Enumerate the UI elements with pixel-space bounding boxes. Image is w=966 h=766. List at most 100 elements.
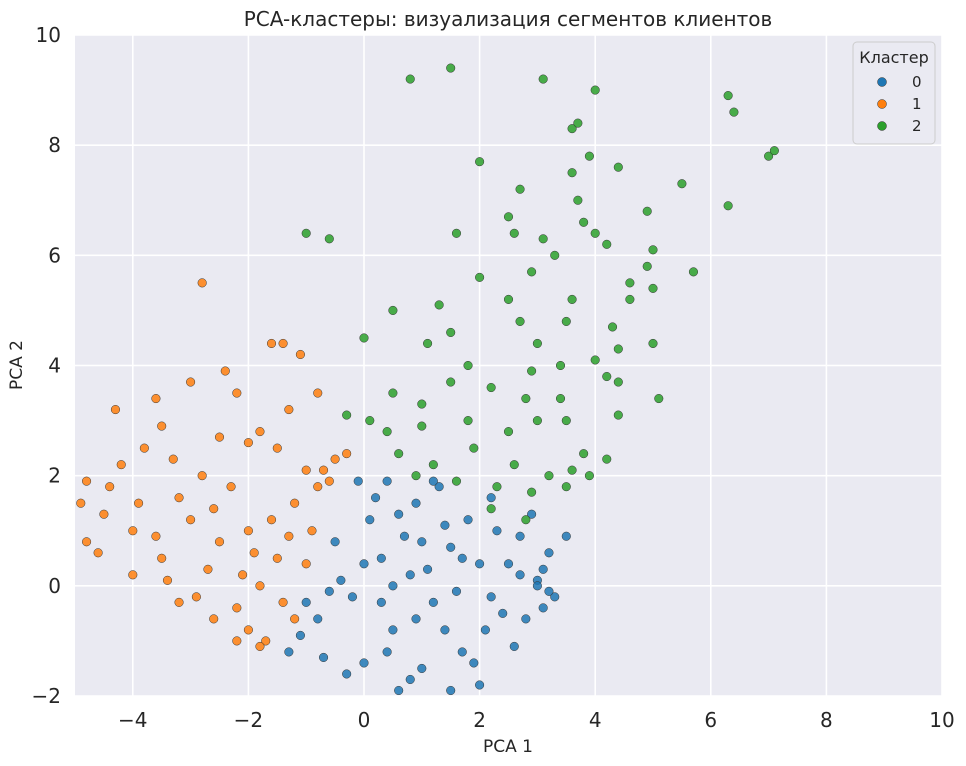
data-point (330, 454, 340, 464)
data-point (134, 498, 144, 508)
data-point (457, 647, 467, 657)
data-point (376, 553, 386, 563)
data-point (451, 476, 462, 486)
series-0 (284, 476, 571, 696)
data-point (613, 377, 623, 387)
data-point (503, 294, 514, 304)
data-point (411, 614, 421, 624)
data-point (561, 316, 571, 326)
y-tick-label: 0 (48, 574, 61, 598)
data-point (174, 597, 184, 607)
data-point (266, 515, 277, 525)
data-point (607, 322, 618, 332)
data-point (527, 487, 537, 497)
data-point (469, 658, 479, 668)
data-point (555, 394, 566, 404)
y-tick-label: −2 (32, 684, 61, 708)
data-point (342, 449, 352, 459)
data-point (417, 421, 427, 431)
data-point (446, 327, 456, 338)
data-point (492, 526, 502, 536)
data-point (417, 663, 427, 674)
data-point (503, 559, 514, 569)
data-point (313, 614, 323, 624)
y-tick-label: 10 (36, 23, 61, 47)
data-point (82, 537, 92, 547)
data-point (492, 482, 502, 492)
legend-title: Кластер (859, 48, 929, 67)
data-point (446, 63, 456, 73)
data-point (544, 586, 554, 596)
y-tick-label: 2 (48, 464, 61, 488)
data-point (451, 228, 462, 238)
data-point (284, 531, 294, 541)
data-point (602, 239, 612, 249)
data-point (579, 217, 589, 227)
data-point (365, 416, 375, 426)
data-point (162, 575, 173, 585)
data-point (561, 416, 571, 426)
data-point (226, 482, 236, 492)
x-tick-label: 10 (929, 708, 954, 732)
data-point (648, 283, 658, 293)
data-point (186, 377, 196, 387)
data-point (243, 625, 253, 635)
data-point (301, 465, 311, 475)
data-point (613, 162, 623, 172)
data-point (238, 570, 248, 580)
data-point (417, 537, 427, 547)
data-point (278, 597, 288, 607)
data-point (365, 515, 375, 525)
legend-box (852, 41, 936, 145)
data-point (498, 608, 508, 618)
data-point (255, 581, 265, 591)
data-point (550, 250, 560, 260)
data-point (654, 394, 664, 404)
data-point (388, 581, 398, 591)
y-axis-label: PCA 2 (7, 340, 27, 390)
data-point (428, 476, 438, 486)
data-point (376, 597, 386, 607)
data-point (446, 685, 456, 696)
data-point (515, 531, 525, 541)
data-point (590, 228, 600, 238)
data-point (561, 531, 571, 541)
data-point (318, 652, 329, 662)
data-point (157, 553, 167, 563)
data-point (475, 680, 485, 690)
data-point (538, 564, 548, 574)
data-point (648, 245, 658, 255)
data-point (573, 195, 583, 205)
data-point (99, 509, 109, 519)
data-point (486, 592, 496, 602)
data-point (266, 338, 277, 349)
data-point (590, 85, 600, 95)
data-point (330, 537, 340, 547)
data-point (174, 493, 184, 503)
data-point (538, 603, 548, 613)
data-point (353, 476, 363, 486)
data-point (342, 410, 352, 420)
data-point (544, 471, 554, 481)
data-point (428, 597, 438, 607)
data-point (642, 261, 652, 271)
data-point (128, 526, 138, 536)
data-point (295, 630, 305, 640)
data-point (463, 360, 473, 371)
y-tick-label: 6 (48, 243, 61, 267)
data-point (168, 454, 178, 464)
data-point (232, 388, 242, 398)
x-tick-label: 0 (358, 708, 371, 732)
data-point (105, 482, 115, 492)
x-tick-label: −2 (234, 708, 263, 732)
data-point (486, 504, 496, 514)
data-point (243, 526, 253, 536)
data-point (423, 564, 433, 574)
data-point (457, 553, 467, 563)
data-point (324, 234, 334, 244)
data-point (313, 388, 323, 398)
legend: Кластер 0 1 2 (852, 41, 936, 145)
data-point (82, 476, 92, 486)
data-point (475, 157, 485, 167)
